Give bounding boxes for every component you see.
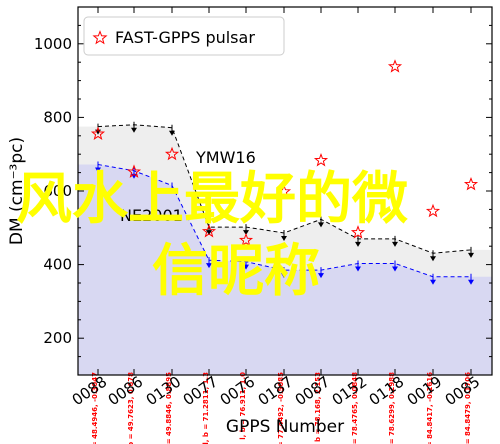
- lb-label: l, b = 76.911, 1.0: [239, 372, 247, 440]
- ne2001-arrow-head: [243, 230, 249, 236]
- lb-label: l, b = 78.4765, 0.0848: [351, 372, 359, 444]
- pulsar-star: [463, 176, 479, 191]
- ymw16-arrow-head: [243, 264, 249, 270]
- legend-star: [92, 30, 108, 45]
- overlay-line-1: 风水上最好的微: [16, 167, 408, 232]
- ymw16-area: [78, 164, 492, 375]
- ne2001-arrow-head: [468, 252, 474, 258]
- lb-label: l, b = 84.8479, 0.1706: [464, 372, 472, 444]
- y-tick-label: 600: [43, 182, 72, 200]
- ymw16-arrow-head: [392, 266, 398, 272]
- ymw16-arrow-head: [281, 273, 287, 279]
- ne2001-arrow-head: [318, 222, 324, 228]
- legend-box: [83, 16, 285, 56]
- lb-label: l, b = 84.8417, -0.1616: [426, 372, 434, 444]
- pulsar-markers: [90, 59, 479, 247]
- ymw16-arrow-head: [468, 279, 474, 285]
- y-tick-label: 1000: [34, 35, 72, 53]
- x-tick-label: 0076: [217, 373, 259, 410]
- lb-label: l, b = 78.6299, 0.2988: [388, 372, 396, 444]
- model-fill-areas: [78, 124, 492, 375]
- lb-label: l, b = 49.7623, 0.678: [127, 372, 135, 444]
- pulsar-star: [313, 153, 329, 167]
- x-tick-label: 0088: [69, 373, 111, 410]
- pulsar-star: [238, 232, 254, 247]
- ne2001-arrow-head: [281, 235, 287, 241]
- x-tick-label: 0086: [105, 373, 147, 410]
- ymw16-arrow-head: [430, 279, 436, 285]
- overlay-line-2: 信昵称: [152, 239, 320, 304]
- ne2001-arrow-head: [392, 241, 398, 247]
- ne2001-arrow-head: [131, 127, 137, 133]
- y-tick-label: 200: [43, 329, 72, 347]
- overlay-watermark: 风水上最好的微 信昵称: [16, 167, 408, 304]
- legend-star-icon: [92, 30, 108, 45]
- y-tick-label: 800: [43, 108, 72, 126]
- x-tick-label: 0187: [255, 373, 297, 410]
- x-tick-label: 0087: [292, 373, 334, 410]
- ymw16-annotation: YMW16: [195, 148, 256, 167]
- ymw16-arrow-head: [355, 266, 361, 272]
- x-tick-label: 0085: [442, 373, 484, 410]
- x-tick-label: 0118: [366, 373, 408, 410]
- ne2001-arrow-head: [206, 230, 212, 236]
- ymw16-arrow-head: [318, 273, 324, 279]
- pulsar-star: [425, 203, 441, 218]
- y-axis-title: DM (cm⁻³pc): [7, 137, 27, 245]
- ne2001-arrow-head: [355, 241, 361, 247]
- ne2001-annotation: NE2001: [120, 206, 183, 225]
- lb-label: l, b = 71.2811, 1.3: [202, 372, 210, 444]
- x-tick-label: 0077: [180, 373, 222, 410]
- y-axis: 200 400 600 800 1000: [34, 6, 492, 376]
- ymw16-arrow-head: [206, 263, 212, 269]
- pulsar-star: [350, 225, 366, 239]
- x-tick-label: 0019: [404, 373, 446, 410]
- x-tick-label: 0152: [329, 373, 371, 410]
- lb-label: l, b = 77.4492, -0.5085: [277, 372, 285, 444]
- legend: FAST-GPPS pulsar: [83, 16, 285, 56]
- y-tick-label: 400: [43, 256, 72, 274]
- lb-label: l, b = 48.4946, -0.3047: [91, 372, 99, 444]
- pulsar-star: [201, 224, 217, 238]
- x-axis-title: GPPS Number: [226, 417, 344, 437]
- ymw16-line: [97, 164, 471, 278]
- pulsar-star: [387, 59, 403, 73]
- lb-labels: l, b = 48.4946, -0.3047 l, b = 49.7623, 0…: [91, 372, 472, 444]
- legend-label: FAST-GPPS pulsar: [115, 28, 255, 47]
- x-tick-label: 0130: [143, 373, 185, 410]
- ymw16-arrow-head: [169, 188, 175, 194]
- ne2001-arrow-head: [430, 256, 436, 262]
- lb-label: l, b = 49.8846, 0.8895: [165, 372, 173, 444]
- ymw16-arrow-head: [95, 167, 101, 173]
- pulsar-star: [126, 164, 142, 178]
- pulsar-star: [90, 126, 106, 140]
- pulsar-star: [164, 146, 180, 161]
- lb-label: l, b = 78.168, 2.153: [314, 372, 322, 444]
- ne2001-arrow-head: [169, 130, 175, 136]
- pulsar-star: [276, 184, 292, 198]
